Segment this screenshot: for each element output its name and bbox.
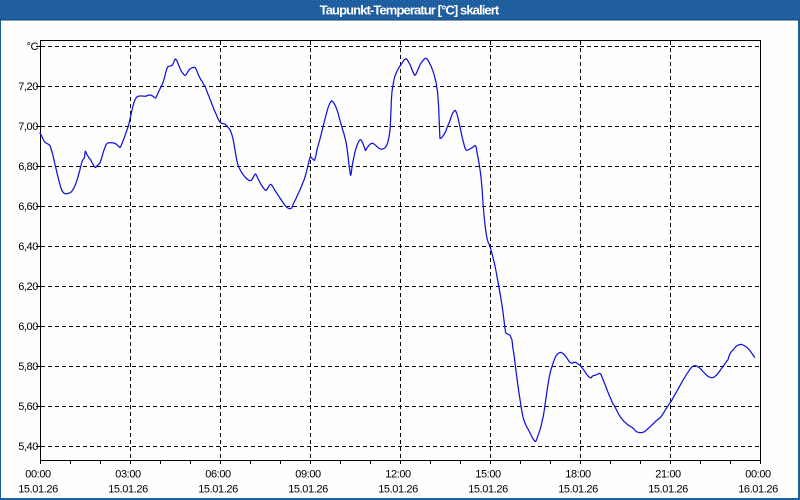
svg-text:6,80: 6,80	[18, 161, 38, 173]
svg-text:°C: °C	[26, 41, 38, 53]
svg-text:06:00: 06:00	[205, 469, 231, 481]
svg-text:00:00: 00:00	[745, 469, 771, 481]
svg-text:Taupunkt-Temperatur [°C] skali: Taupunkt-Temperatur [°C] skaliert	[320, 3, 500, 18]
svg-text:6,00: 6,00	[18, 321, 38, 333]
svg-text:5,60: 5,60	[18, 401, 38, 413]
svg-text:7,20: 7,20	[18, 81, 38, 93]
svg-text:15.01.26: 15.01.26	[468, 484, 508, 496]
svg-text:09:00: 09:00	[295, 469, 321, 481]
svg-text:15.01.26: 15.01.26	[648, 484, 688, 496]
svg-text:00:00: 00:00	[25, 469, 51, 481]
svg-text:5,80: 5,80	[18, 361, 38, 373]
svg-text:15.01.26: 15.01.26	[18, 484, 58, 496]
svg-text:15.01.26: 15.01.26	[558, 484, 598, 496]
svg-text:7,00: 7,00	[18, 121, 38, 133]
svg-text:6,40: 6,40	[18, 241, 38, 253]
svg-text:21:00: 21:00	[655, 469, 681, 481]
svg-text:12:00: 12:00	[385, 469, 411, 481]
svg-text:5,40: 5,40	[18, 441, 38, 453]
svg-text:18:00: 18:00	[565, 469, 591, 481]
svg-text:15.01.26: 15.01.26	[108, 484, 148, 496]
svg-text:16.01.26: 16.01.26	[738, 484, 778, 496]
svg-text:15.01.26: 15.01.26	[288, 484, 328, 496]
svg-text:15.01.26: 15.01.26	[378, 484, 418, 496]
svg-text:15.01.26: 15.01.26	[198, 484, 238, 496]
svg-text:15:00: 15:00	[475, 469, 501, 481]
svg-text:6,20: 6,20	[18, 281, 38, 293]
svg-text:03:00: 03:00	[115, 469, 141, 481]
svg-text:6,60: 6,60	[18, 201, 38, 213]
